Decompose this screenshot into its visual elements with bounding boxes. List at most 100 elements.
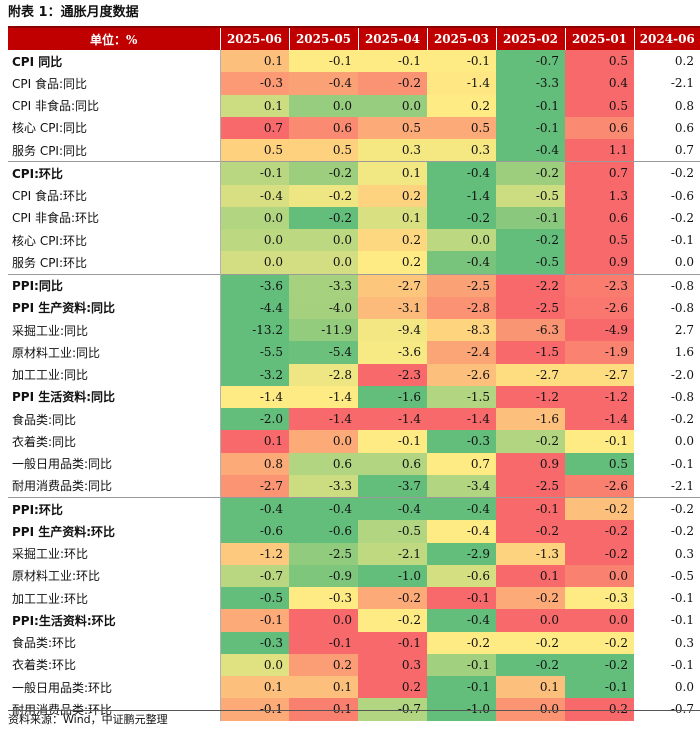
table-row: 服务 CPI:同比 0.5 0.5 0.3 0.3 -0.4 1.1 0.7 — [8, 139, 700, 162]
table-row: CPI:环比 -0.1 -0.2 0.1 -0.4 -0.2 0.7 -0.2 — [8, 161, 700, 185]
value-cell: -0.1 — [289, 50, 358, 73]
value-cell-reference: -0.2 — [634, 408, 700, 431]
value-cell: -2.8 — [289, 363, 358, 386]
value-cell: -0.5 — [220, 587, 289, 610]
value-cell: -0.4 — [427, 251, 496, 274]
column-header: 2025-05 — [289, 28, 359, 50]
value-cell: 0.4 — [565, 72, 634, 95]
value-cell: -1.4 — [427, 72, 496, 95]
value-cell: 0.0 — [289, 609, 358, 632]
value-cell: -1.6 — [358, 385, 427, 408]
value-cell: 1.1 — [565, 139, 634, 162]
value-cell: -3.6 — [358, 341, 427, 364]
value-cell: -0.2 — [289, 161, 358, 185]
value-cell: -0.2 — [427, 631, 496, 654]
value-cell: 0.0 — [289, 251, 358, 274]
value-cell: -1.4 — [358, 408, 427, 431]
table-row: PPI 生活资料:同比 -1.4 -1.4 -1.6 -1.5 -1.2 -1.2 -0.8 — [8, 385, 700, 408]
value-cell: 0.7 — [565, 161, 634, 185]
row-label: CPI:环比 — [8, 161, 221, 185]
source-note: 资料来源：Wind，中证鹏元整理 — [8, 713, 168, 726]
column-header: 2025-04 — [358, 28, 428, 50]
value-cell-reference: -0.7 — [634, 698, 700, 721]
value-cell: -0.7 — [496, 50, 565, 73]
value-cell: -1.3 — [496, 542, 565, 565]
value-cell: -4.4 — [220, 296, 289, 319]
value-cell: -2.4 — [427, 341, 496, 364]
value-cell: 0.2 — [358, 229, 427, 252]
value-cell: -2.8 — [427, 296, 496, 319]
value-cell-reference: 2.7 — [634, 319, 700, 342]
value-cell: 0.5 — [565, 229, 634, 252]
value-cell-reference: -0.5 — [634, 564, 700, 587]
table-row: PPI:环比 -0.4 -0.4 -0.4 -0.4 -0.1 -0.2 -0.2 — [8, 497, 700, 521]
value-cell-reference: -0.1 — [634, 609, 700, 632]
value-cell-reference: -2.1 — [634, 474, 700, 498]
table-row: CPI 非食品:同比 0.1 0.0 0.0 0.2 -0.1 0.5 0.8 — [8, 94, 700, 117]
value-cell: -2.6 — [565, 296, 634, 319]
value-cell-reference: 0.2 — [634, 50, 700, 73]
row-label: 衣着类:环比 — [8, 653, 221, 676]
value-cell: 1.3 — [565, 184, 634, 207]
row-label: 食品类:同比 — [8, 408, 221, 431]
value-cell-reference: -0.2 — [634, 520, 700, 543]
table-row: 原材料工业:环比 -0.7 -0.9 -1.0 -0.6 0.1 0.0 -0.5 — [8, 564, 700, 587]
header-row: 单位：% 2025-06 2025-05 2025-04 2025-03 202… — [8, 28, 700, 50]
value-cell: 0.0 — [565, 609, 634, 632]
value-cell: -0.1 — [220, 698, 289, 721]
value-cell: -0.1 — [289, 631, 358, 654]
value-cell: -3.7 — [358, 474, 427, 498]
value-cell-reference: -0.2 — [634, 161, 700, 185]
table-row: 核心 CPI:同比 0.7 0.6 0.5 0.5 -0.1 0.6 0.6 — [8, 116, 700, 139]
value-cell: -0.2 — [358, 587, 427, 610]
value-cell: 0.1 — [496, 564, 565, 587]
value-cell: 0.5 — [565, 94, 634, 117]
table-row: 服务 CPI:环比 0.0 0.0 0.2 -0.4 -0.5 0.9 0.0 — [8, 251, 700, 274]
row-label: CPI 非食品:同比 — [8, 94, 221, 117]
value-cell: 0.5 — [565, 50, 634, 73]
row-label: PPI:同比 — [8, 273, 221, 297]
value-cell: -5.4 — [289, 341, 358, 364]
bottom-rule — [8, 710, 700, 711]
value-cell: -0.1 — [220, 161, 289, 185]
value-cell: 0.2 — [427, 94, 496, 117]
value-cell-reference: 0.0 — [634, 676, 700, 699]
value-cell: -1.4 — [427, 184, 496, 207]
value-cell: -0.5 — [496, 184, 565, 207]
value-cell: 0.6 — [289, 452, 358, 475]
value-cell: -11.9 — [289, 319, 358, 342]
row-label: CPI 同比 — [8, 50, 221, 73]
value-cell-reference: 0.0 — [634, 251, 700, 274]
value-cell: 0.0 — [220, 251, 289, 274]
value-cell: -3.4 — [427, 474, 496, 498]
value-cell: -2.5 — [427, 273, 496, 297]
table-body: CPI 同比 0.1 -0.1 -0.1 -0.1 -0.7 0.5 0.2 CPI 食品:同比… — [8, 50, 700, 721]
value-cell: 0.2 — [289, 653, 358, 676]
value-cell: -1.2 — [565, 385, 634, 408]
value-cell: 0.0 — [289, 229, 358, 252]
table-row: 原材料工业:同比 -5.5 -5.4 -3.6 -2.4 -1.5 -1.9 1.6 — [8, 341, 700, 364]
value-cell: -0.9 — [289, 564, 358, 587]
value-cell: 0.7 — [220, 116, 289, 139]
value-cell: -0.2 — [496, 229, 565, 252]
value-cell: -0.4 — [427, 497, 496, 521]
value-cell: 0.1 — [220, 676, 289, 699]
value-cell: -0.2 — [565, 542, 634, 565]
row-label: 加工工业:同比 — [8, 363, 221, 386]
value-cell: 0.2 — [358, 184, 427, 207]
row-label: 服务 CPI:环比 — [8, 251, 221, 274]
table-row: 食品类:环比 -0.3 -0.1 -0.1 -0.2 -0.2 -0.2 0.3 — [8, 631, 700, 654]
value-cell: -1.4 — [289, 408, 358, 431]
value-cell: -1.4 — [220, 385, 289, 408]
value-cell: -0.7 — [358, 698, 427, 721]
value-cell: -0.3 — [427, 430, 496, 453]
value-cell: 0.7 — [427, 452, 496, 475]
table-row: 食品类:同比 -2.0 -1.4 -1.4 -1.4 -1.6 -1.4 -0.2 — [8, 408, 700, 431]
value-cell: -0.1 — [427, 653, 496, 676]
column-header: 2024-06 — [634, 28, 700, 50]
row-label: 核心 CPI:同比 — [8, 116, 221, 139]
value-cell: -1.2 — [496, 385, 565, 408]
value-cell: -2.7 — [220, 474, 289, 498]
value-cell: -0.2 — [496, 430, 565, 453]
value-cell: 0.1 — [220, 430, 289, 453]
